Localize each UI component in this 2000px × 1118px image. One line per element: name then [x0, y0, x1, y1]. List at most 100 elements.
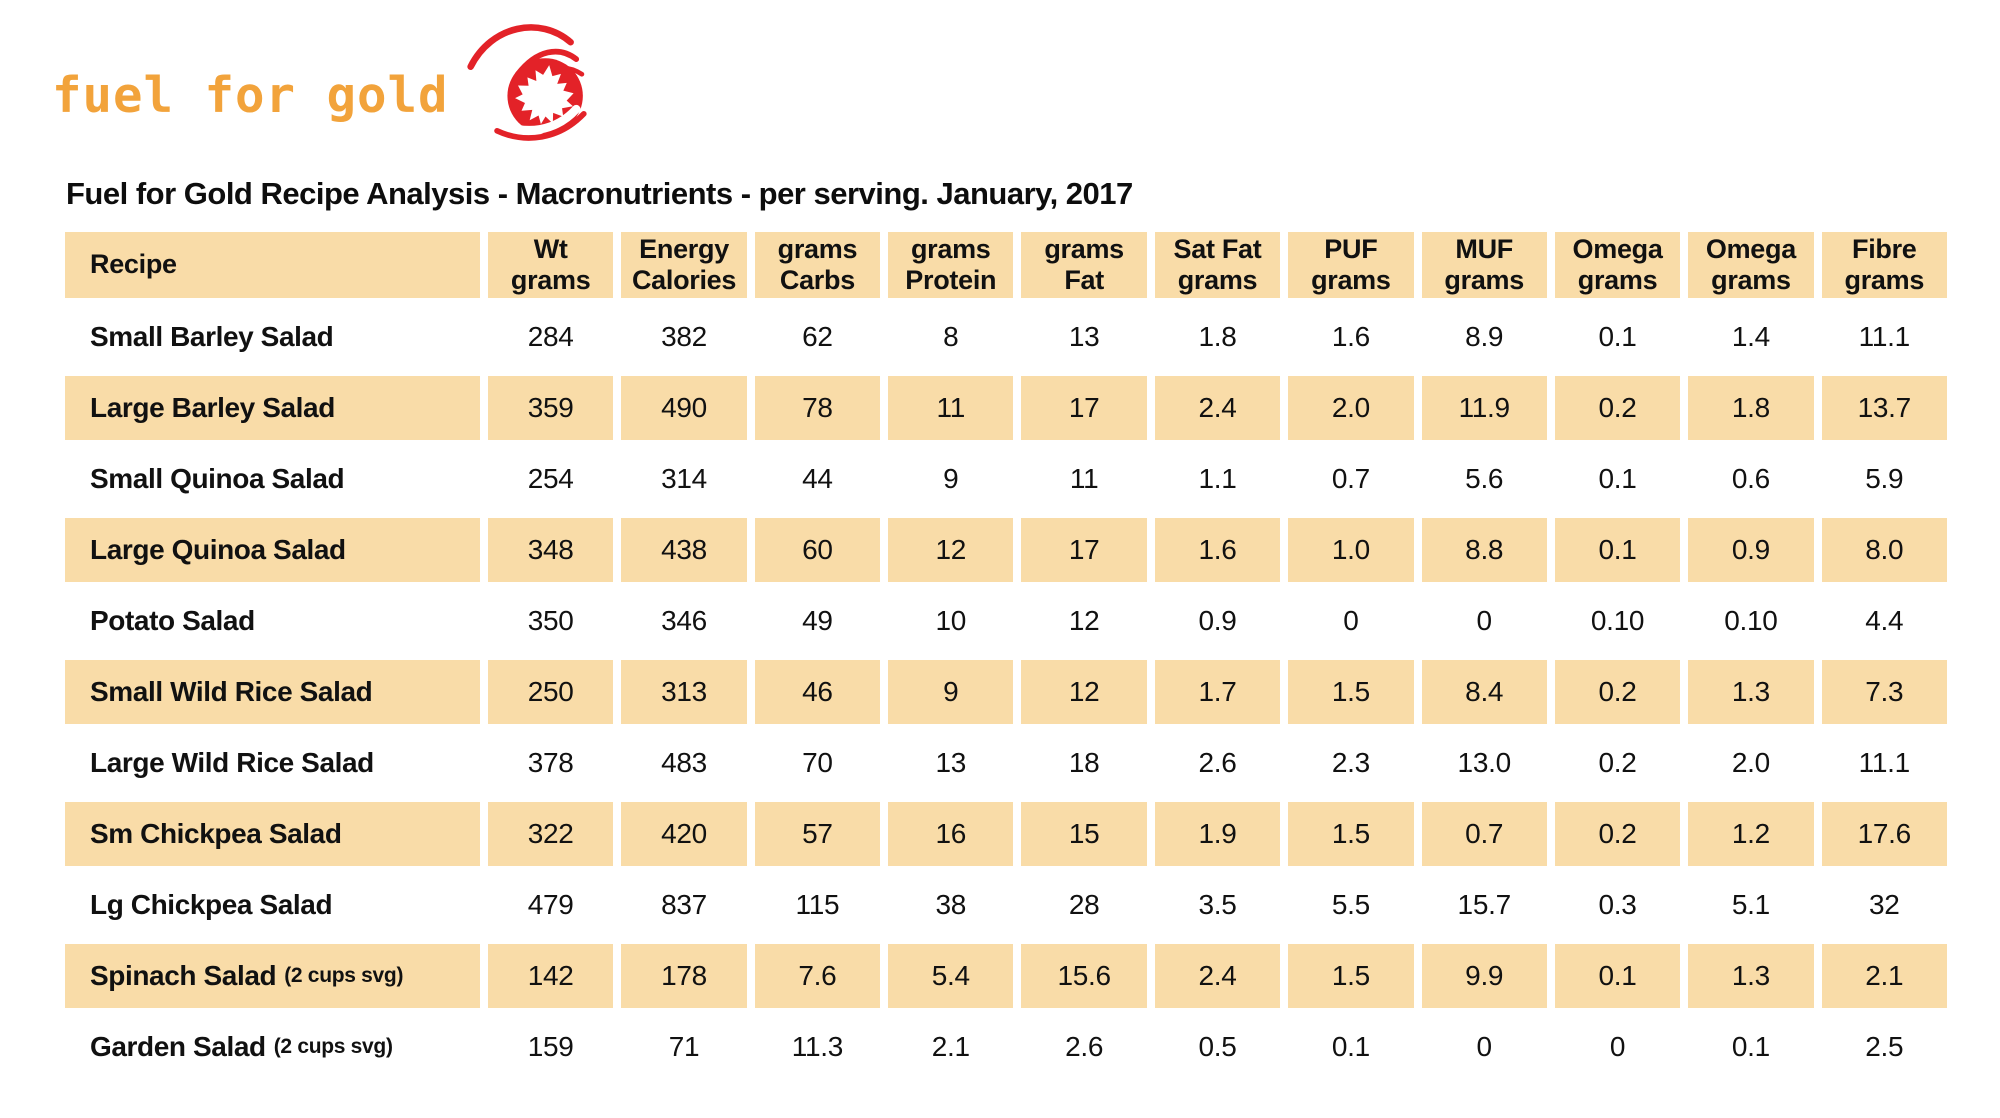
value-cell-fibre: 2.5 — [1865, 1031, 1904, 1062]
value-cell-muf: 11.9 — [1421, 376, 1547, 440]
value-cell-fibre: 8.0 — [1821, 518, 1947, 582]
value-cell-protein: 5.4 — [888, 944, 1014, 1008]
header-cell-muf: MUF grams — [1421, 232, 1547, 298]
recipe-name: Lg Chickpea Salad — [90, 889, 333, 920]
value-cell-protein: 9 — [888, 660, 1014, 724]
table-row: Small Quinoa Salad 254 314 44 9 11 1.1 0.7 5.6 0.… — [65, 447, 1947, 511]
value-cell-wt: 378 — [527, 747, 574, 778]
value-cell-fat: 12 — [1021, 660, 1147, 724]
value-cell-energy: 837 — [661, 889, 707, 920]
logo: fuel for gold — [52, 8, 597, 148]
value-cell-wt: 159 — [527, 1031, 574, 1062]
value-cell-carbs: 49 — [802, 605, 833, 636]
table-row: Small Barley Salad 284 382 62 8 13 1.8 1.6 8.9 0.… — [65, 305, 1947, 369]
value-cell-fibre: 32 — [1869, 889, 1900, 920]
recipe-name: Spinach Salad — [90, 960, 277, 991]
value-cell-wt: 284 — [527, 321, 574, 352]
recipe-name: Small Quinoa Salad — [90, 463, 345, 494]
header-label: PUF — [1324, 233, 1378, 264]
value-cell-omega-b: 1.4 — [1731, 321, 1770, 352]
value-cell-omega-b: 1.3 — [1688, 660, 1814, 724]
header-cell-energy: Energy Calories — [621, 232, 747, 298]
value-cell-omega-b: 0.10 — [1724, 605, 1778, 636]
value-cell-wt: 142 — [488, 944, 614, 1008]
header-cell-omega-b: Omega grams — [1688, 232, 1814, 298]
table-row: Potato Salad 350 346 49 10 12 0.9 0 0 0.10 0.10 4.4 — [65, 589, 1947, 653]
table-row: Small Wild Rice Salad 250 313 46 9 12 1.7 1.5 8.… — [65, 660, 1947, 724]
header-label: Carbs — [779, 265, 855, 295]
recipe-cell: Spinach Salad (2 cups svg) — [65, 944, 480, 1008]
value-cell-carbs: 44 — [802, 463, 833, 494]
header-label: Recipe — [90, 249, 177, 280]
header-label: grams — [1577, 265, 1658, 295]
value-cell-protein: 8 — [943, 321, 959, 352]
value-cell-omega-b: 1.3 — [1688, 944, 1814, 1008]
logo-text: fuel for gold — [52, 66, 449, 124]
value-cell-omega-a: 0.3 — [1598, 889, 1637, 920]
value-cell-carbs: 7.6 — [754, 944, 881, 1008]
table-row: Large Wild Rice Salad 378 483 70 13 18 2.6 2.3 1… — [65, 731, 1947, 795]
value-cell-satfat: 2.4 — [1154, 944, 1281, 1008]
header-label: grams — [510, 265, 591, 295]
value-cell-omega-a: 0.2 — [1554, 660, 1681, 724]
header-row: Recipe Wt grams Energy Calories grams Carbs gra… — [65, 232, 1947, 298]
value-cell-omega-b: 0.6 — [1731, 463, 1770, 494]
value-cell-omega-a: 0 — [1609, 1031, 1626, 1062]
value-cell-carbs: 62 — [802, 321, 833, 352]
value-cell-protein: 10 — [935, 605, 967, 636]
value-cell-satfat: 1.1 — [1198, 463, 1237, 494]
value-cell-protein: 11 — [888, 376, 1014, 440]
header-cell-carbs: grams Carbs — [754, 232, 881, 298]
value-cell-carbs: 70 — [802, 747, 833, 778]
value-cell-fat: 17 — [1021, 518, 1147, 582]
value-cell-omega-a: 0.10 — [1590, 605, 1645, 636]
value-cell-satfat: 1.6 — [1154, 518, 1281, 582]
value-cell-omega-b: 1.8 — [1688, 376, 1814, 440]
recipe-name: Small Barley Salad — [90, 321, 334, 352]
value-cell-fibre: 17.6 — [1821, 802, 1947, 866]
value-cell-wt: 348 — [488, 518, 614, 582]
value-cell-fibre: 11.1 — [1858, 321, 1911, 352]
value-cell-energy: 178 — [621, 944, 747, 1008]
header-label: grams — [1177, 265, 1258, 295]
value-cell-omega-b: 0.1 — [1731, 1031, 1770, 1062]
value-cell-omega-a: 0.1 — [1554, 518, 1681, 582]
value-cell-omega-a: 0.1 — [1598, 321, 1637, 352]
table-row: Garden Salad (2 cups svg) 159 71 11.3 2.1 2.6 0… — [65, 1015, 1947, 1079]
header-cell-wt: Wt grams — [488, 232, 614, 298]
value-cell-energy: 314 — [661, 463, 707, 494]
header-label: Fibre — [1852, 233, 1917, 264]
value-cell-energy: 313 — [621, 660, 747, 724]
value-cell-carbs: 57 — [754, 802, 881, 866]
value-cell-carbs: 60 — [754, 518, 881, 582]
value-cell-muf: 0.7 — [1421, 802, 1547, 866]
header-label: grams — [1444, 265, 1524, 295]
value-cell-protein: 2.1 — [931, 1031, 970, 1062]
header-label: grams — [777, 233, 858, 264]
value-cell-protein: 38 — [935, 889, 967, 920]
value-cell-omega-b: 1.2 — [1688, 802, 1814, 866]
value-cell-fat: 17 — [1021, 376, 1147, 440]
value-cell-omega-a: 0.1 — [1598, 463, 1637, 494]
value-cell-puf: 1.5 — [1288, 660, 1414, 724]
value-cell-muf: 8.9 — [1465, 321, 1504, 352]
recipe-name: Large Barley Salad — [90, 392, 335, 423]
maple-leaf-comet-icon — [466, 24, 587, 141]
header-label: Calories — [631, 265, 737, 295]
header-cell-fat: grams Fat — [1021, 232, 1147, 298]
header-cell-protein: grams Protein — [888, 232, 1014, 298]
header-label: Energy — [639, 233, 729, 264]
recipe-cell: Small Wild Rice Salad — [65, 660, 480, 724]
value-cell-omega-b: 2.0 — [1731, 747, 1770, 778]
value-cell-fibre: 4.4 — [1865, 605, 1904, 636]
recipe-name: Large Wild Rice Salad — [90, 747, 374, 778]
value-cell-fat: 12 — [1068, 605, 1100, 636]
value-cell-carbs: 115 — [795, 889, 840, 920]
value-cell-puf: 0.1 — [1331, 1031, 1370, 1062]
header-cell-recipe: Recipe — [65, 232, 480, 298]
header-label: grams — [1844, 265, 1925, 295]
table-row: Lg Chickpea Salad 479 837 115 38 28 3.5 5.5 15.7… — [65, 873, 1947, 937]
header-cell-omega-a: Omega grams — [1554, 232, 1681, 298]
header-label: MUF — [1455, 233, 1513, 264]
